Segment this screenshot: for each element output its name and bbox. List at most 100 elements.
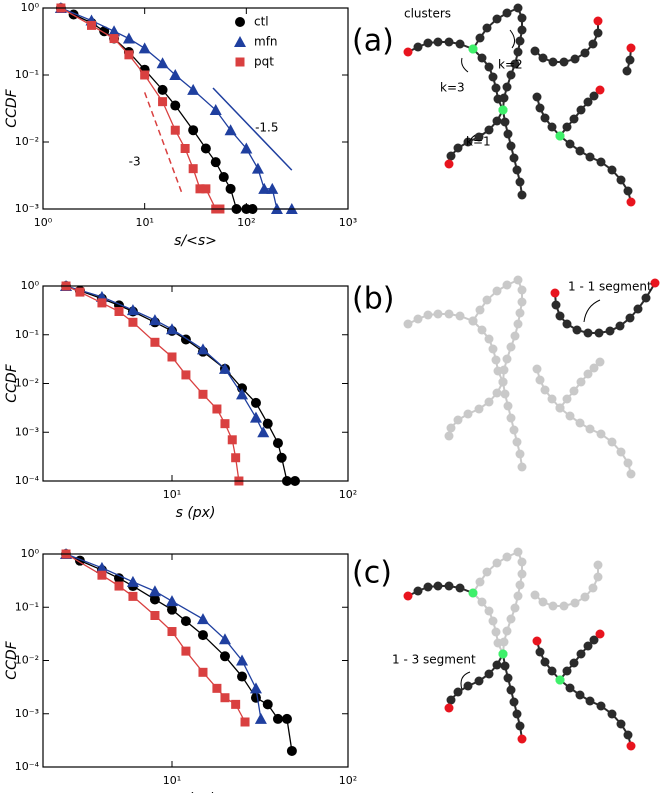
series-line [65,553,293,752]
node [510,603,520,613]
chain [555,675,636,751]
marker [95,561,108,573]
x-axis-label: s/<s> [174,233,217,249]
node [595,357,605,367]
node [535,103,545,113]
node [433,309,443,319]
reference-line [212,87,293,171]
node [453,687,463,697]
node [517,462,527,472]
marker [209,104,222,116]
chain [530,16,603,67]
node [493,366,503,376]
chain [550,278,660,338]
marker [149,594,160,605]
y-tick-label: 10⁻⁴ [15,760,40,773]
x-axis-label: s (px) [176,505,216,521]
marker [196,613,209,625]
series-line [65,553,262,720]
node [502,354,512,364]
marker [148,314,161,326]
x-tick-label: 10⁰ [34,216,53,229]
marker [254,712,267,724]
node [580,48,590,58]
marker [225,183,236,194]
node [572,325,582,335]
marker [231,699,241,709]
chain [555,403,636,479]
node [532,636,542,646]
node [593,28,603,38]
y-axis-label: CCDF [4,88,20,127]
node [623,730,633,740]
node [532,364,542,374]
node [593,560,603,570]
node [535,375,545,385]
node [474,676,484,686]
node [403,319,413,329]
node [413,314,423,324]
node [625,55,635,65]
y-tick-label: 10⁻³ [15,202,39,215]
series-line [65,553,246,723]
node [551,300,561,310]
marker [181,646,191,656]
node [538,53,548,63]
marker [167,627,177,637]
marker [212,683,222,693]
node [607,437,617,447]
node [548,601,558,611]
node [515,580,525,590]
arrows [460,29,601,691]
node [517,297,527,307]
marker [262,699,273,710]
panel-label: (c) [352,556,392,591]
node [594,328,604,338]
node [650,278,660,288]
y-axis-label: CCDF [4,640,20,679]
node [626,741,636,751]
marker [157,84,168,95]
node [500,661,510,671]
node [446,423,456,433]
node [488,344,498,354]
marker [258,182,271,194]
node [468,316,478,326]
node [503,401,513,411]
node [475,577,485,587]
y-axis-label: CCDF [4,363,20,402]
annotation: clusters [404,7,451,21]
node [468,44,478,54]
node [475,305,485,315]
marker [218,633,231,645]
plot-frame [42,553,349,768]
chain [498,377,527,472]
legend-label: ctl [254,15,269,29]
node [633,304,643,314]
arrow [461,57,469,73]
node [506,342,516,352]
node [517,569,527,579]
node [444,581,454,591]
plot: 10¹ 10² 10⁻⁴ 10⁻³ 10⁻² 10⁻¹ 10⁰ s (px) CCDF [4,547,357,793]
node [530,46,540,56]
node [509,153,519,163]
y-tick-label: 10⁻² [15,135,39,148]
node [569,114,579,124]
node [498,649,508,659]
node [535,647,545,657]
node [492,660,502,670]
node [625,313,635,323]
node [583,97,593,107]
node [498,105,508,115]
node [503,673,513,683]
marker [224,124,237,136]
chain [468,588,508,659]
legend-marker [234,36,246,47]
chain [622,43,636,76]
node [562,666,572,676]
marker [218,172,229,183]
marker [128,591,138,601]
marker [97,570,107,580]
legend-label: pqt [254,55,274,69]
